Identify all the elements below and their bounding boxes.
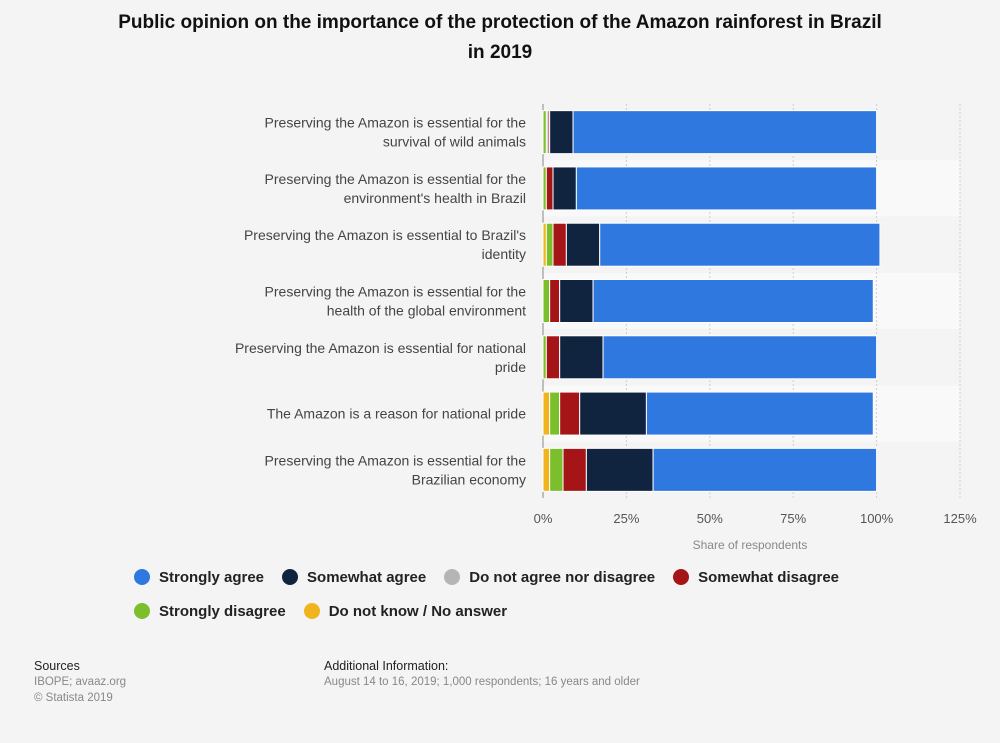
legend-item-somewhat-disagree[interactable]: Somewhat disagree — [673, 566, 839, 588]
legend-dot-strongly-disagree — [134, 603, 150, 619]
x-tick-label: 100% — [860, 511, 894, 526]
category-label: Brazilian economy — [412, 471, 526, 487]
additional-info-text: August 14 to 16, 2019; 1,000 respondents… — [324, 676, 640, 688]
bar-segment[interactable] — [542, 222, 547, 267]
additional-info-title[interactable]: Additional Information: — [324, 659, 449, 673]
legend-dot-no-answer — [303, 603, 320, 619]
bar-segment[interactable] — [542, 279, 551, 323]
legend-dot-neutral — [444, 569, 461, 585]
category-label: The Amazon is a reason for national prid… — [267, 406, 526, 422]
bar-segment[interactable] — [559, 391, 581, 436]
copyright-text: © Statista 2019 — [34, 692, 113, 704]
x-tick-label: 50% — [697, 511, 723, 526]
bar-segment[interactable] — [599, 222, 881, 267]
legend-label: Do not know / No answer — [328, 602, 508, 620]
legend-item-strongly-disagree[interactable]: Strongly disagree — [134, 600, 286, 622]
bar-segment[interactable] — [592, 279, 874, 323]
bar-segment[interactable] — [542, 110, 547, 155]
legend-dot-somewhat-disagree — [673, 569, 690, 585]
bar-segment[interactable] — [645, 391, 874, 436]
sources-text: IBOPE; avaaz.org — [34, 676, 127, 688]
bar-segment[interactable] — [549, 279, 561, 323]
chart-title: Public opinion on the importance of the … — [40, 8, 960, 68]
legend-item-strongly-agree[interactable]: Strongly agree — [134, 566, 264, 588]
category-label: Preserving the Amazon is essential for n… — [235, 340, 526, 356]
category-label: Preserving the Amazon is essential for t… — [265, 452, 527, 468]
bar-segment[interactable] — [652, 447, 878, 492]
x-axis-label: Share of respondents — [693, 538, 808, 552]
category-label: pride — [495, 359, 526, 375]
x-tick-label: 125% — [943, 511, 977, 526]
additional-info-block: Additional Information: August 14 to 16,… — [324, 658, 640, 690]
bar-segment[interactable] — [542, 447, 551, 492]
legend-item-somewhat-agree[interactable]: Somewhat agree — [282, 566, 426, 588]
bar-segment[interactable] — [549, 110, 574, 155]
stacked-bar-chart: Preserving the Amazon is essential for t… — [235, 104, 977, 552]
bar-segment[interactable] — [542, 335, 547, 380]
category-label: Preserving the Amazon is essential for t… — [265, 115, 527, 131]
sources-block: Sources IBOPE; avaaz.org © Statista 2019 — [34, 658, 126, 706]
bar-segment[interactable] — [559, 279, 594, 323]
bar-segment[interactable] — [579, 391, 647, 436]
legend-label: Strongly agree — [159, 568, 265, 586]
legend-item-no-answer[interactable]: Do not know / No answer — [303, 600, 508, 622]
category-label: Preserving the Amazon is essential for t… — [265, 284, 527, 300]
sources-title[interactable]: Sources — [34, 659, 80, 673]
legend-dot-somewhat-agree — [282, 569, 299, 585]
bar-segment[interactable] — [542, 391, 551, 436]
bar-segment[interactable] — [545, 222, 554, 267]
bar-segment[interactable] — [552, 166, 577, 211]
x-tick-label: 75% — [780, 511, 806, 526]
legend-item-neutral[interactable]: Do not agree nor disagree — [444, 566, 655, 588]
bar-segment[interactable] — [602, 335, 878, 380]
category-label: environment's health in Brazil — [344, 190, 526, 206]
bar-segment[interactable] — [545, 166, 554, 211]
x-tick-label: 0% — [534, 511, 553, 526]
legend: Strongly agree Somewhat agree Do not agr… — [134, 566, 934, 622]
bar-segment[interactable] — [575, 166, 878, 211]
bar-segment[interactable] — [542, 166, 547, 211]
bar-segment[interactable] — [549, 391, 561, 436]
category-label: identity — [482, 246, 526, 262]
chart-title-line-2: in 2019 — [467, 42, 533, 63]
category-label: Preserving the Amazon is essential to Br… — [244, 227, 526, 243]
legend-label: Strongly disagree — [159, 602, 286, 620]
legend-label: Somewhat agree — [307, 568, 427, 586]
chart-title-line-1: Public opinion on the importance of the … — [118, 12, 882, 33]
category-label: Preserving the Amazon is essential for t… — [265, 171, 527, 187]
legend-label: Do not agree nor disagree — [469, 568, 656, 586]
bar-segment[interactable] — [545, 335, 561, 380]
legend-label: Somewhat disagree — [698, 568, 840, 586]
x-tick-label: 25% — [613, 511, 639, 526]
bar-segment[interactable] — [572, 110, 878, 155]
category-label: survival of wild animals — [383, 134, 526, 150]
bar-segment[interactable] — [552, 222, 567, 267]
bar-segment[interactable] — [562, 447, 587, 492]
bar-segment[interactable] — [565, 222, 601, 267]
bar-segment[interactable] — [585, 447, 654, 492]
bar-segment[interactable] — [549, 447, 564, 492]
legend-dot-strongly-agree — [134, 569, 150, 585]
bar-segment[interactable] — [559, 335, 604, 380]
category-label: health of the global environment — [327, 303, 526, 319]
